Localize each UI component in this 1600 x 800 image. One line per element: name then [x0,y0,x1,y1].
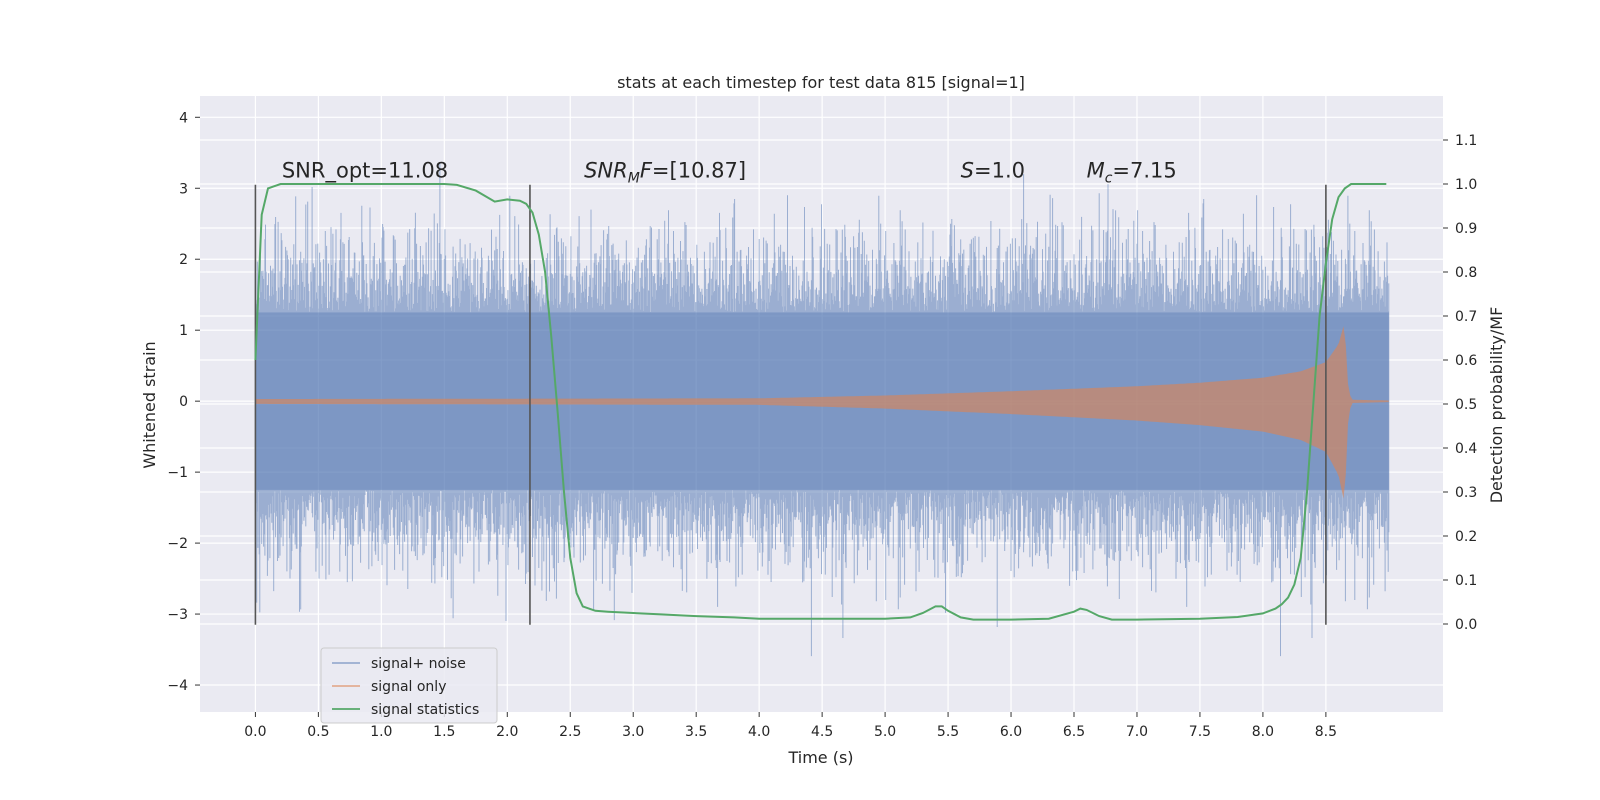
y2-tick-label: 0.7 [1455,309,1477,325]
y-tick-label: −1 [167,465,188,481]
x-tick-label: 2.5 [559,724,581,740]
y-tick-label: −3 [167,607,188,623]
y2-tick-label: 1.1 [1455,133,1477,149]
y2-tick-label: 0.3 [1455,485,1477,501]
y-tick-label: 3 [179,181,188,197]
y2-tick-label: 0.0 [1455,617,1477,633]
x-tick-label: 3.0 [622,724,644,740]
y-tick-label: 4 [179,110,188,126]
annotation-0: SNR_opt=11.08 [282,158,448,183]
x-tick-label: 1.0 [370,724,392,740]
y-tick-label: 2 [179,252,188,268]
y2-tick-label: 0.5 [1455,397,1477,413]
x-tick-label: 5.0 [874,724,896,740]
y-axis-ticks: 4 3 2 1 0 −1 −2 −3 −4 [167,110,200,694]
x-tick-label: 3.5 [685,724,707,740]
x-tick-label: 5.5 [937,724,959,740]
x-tick-label: 0.0 [244,724,266,740]
x-tick-label: 0.5 [307,724,329,740]
y-tick-label: 0 [179,394,188,410]
y2-tick-label: 0.4 [1455,441,1477,457]
annotation-1: SNRMF=[10.87] [584,158,746,186]
legend-label-signal: signal only [371,679,446,695]
x-tick-label: 7.5 [1189,724,1211,740]
y-tick-label: −4 [167,678,188,694]
y2-axis-ticks: 1.1 1.0 0.9 0.8 0.7 0.6 0.5 0.4 0.3 0.2 0.1 0.0 [1443,133,1477,633]
x-tick-label: 6.0 [1000,724,1022,740]
x-tick-label: 4.5 [811,724,833,740]
y2-tick-label: 0.8 [1455,265,1477,281]
y2-tick-label: 0.9 [1455,221,1477,237]
y2-tick-label: 0.2 [1455,529,1477,545]
x-tick-label: 8.0 [1252,724,1274,740]
x-tick-label: 8.5 [1315,724,1337,740]
y-tick-label: −2 [167,536,188,552]
x-tick-label: 4.0 [748,724,770,740]
legend-label-statistics: signal statistics [371,702,479,718]
y2-tick-label: 1.0 [1455,177,1477,193]
annotation-3: Mc=7.15 [1087,158,1177,186]
legend: signal+ noise signal only signal statist… [321,648,497,723]
x-tick-label: 2.0 [496,724,518,740]
y-axis-label: Whitened strain [140,341,159,468]
x-tick-label: 7.0 [1126,724,1148,740]
y2-tick-label: 0.1 [1455,573,1477,589]
x-axis-label: Time (s) [787,748,853,767]
legend-label-noise: signal+ noise [371,656,466,672]
y-tick-label: 1 [179,323,188,339]
figure: 0.0 0.5 1.0 1.5 2.0 2.5 3.0 3.5 4.0 4.5 5.0 5.5 6.0 6… [0,0,1600,800]
chart-title: stats at each timestep for test data 815… [617,73,1025,92]
y2-tick-label: 0.6 [1455,353,1477,369]
x-tick-label: 1.5 [433,724,455,740]
x-tick-label: 6.5 [1063,724,1085,740]
y2-axis-label: Detection probability/MF [1487,307,1506,504]
annotation-2: S=1.0 [961,158,1025,182]
